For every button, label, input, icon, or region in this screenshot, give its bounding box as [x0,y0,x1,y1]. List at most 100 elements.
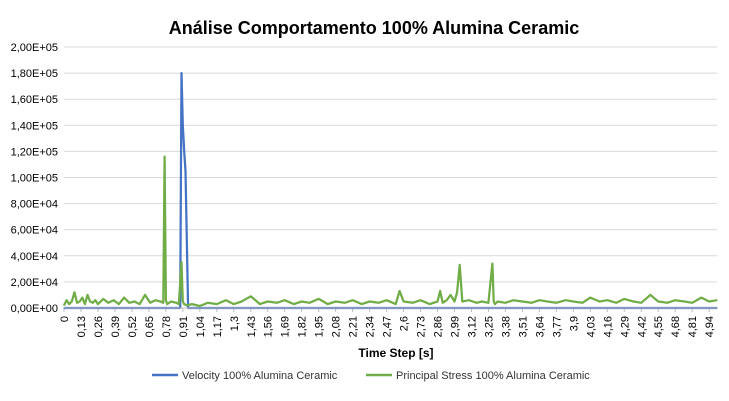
x-tick-label: 4,68 [670,316,682,337]
x-tick-label: 4,29 [619,316,631,337]
data-point [623,298,625,300]
data-point [301,300,303,303]
data-point [649,294,652,296]
data-point [81,297,83,299]
x-tick-label: 4,94 [704,316,716,337]
data-point [530,302,533,304]
data-point [361,303,363,305]
data-point [97,303,99,305]
chart-title: Análise Comportamento 100% Alumina Ceram… [169,18,579,38]
data-point [149,302,151,304]
x-tick-label: 3,64 [534,316,546,337]
data-point [606,299,608,301]
x-tick-label: 3,77 [551,316,563,337]
data-point [63,304,65,306]
data-point [657,300,659,303]
data-point [182,124,184,126]
x-tick-label: 2,6 [399,316,411,331]
data-point [139,303,141,305]
data-point [429,303,431,305]
x-tick-label: 4,81 [687,316,699,337]
data-point [241,300,243,303]
data-point [352,299,354,301]
data-point [521,300,524,303]
data-point [497,300,499,303]
data-point [476,302,478,304]
x-tick-label: 1,3 [229,316,241,331]
y-tick-label: 0,00E+00 [11,303,58,315]
y-tick-label: 8,00E+04 [11,199,58,211]
data-point [250,295,252,297]
data-point [86,294,89,296]
legend: Velocity 100% Alumina Ceramic Principal S… [152,370,590,382]
data-point [481,300,483,303]
y-tick-label: 2,00E+04 [11,277,58,289]
x-tick-label: 0,65 [144,316,156,337]
data-point [327,303,329,305]
data-point [186,304,188,306]
data-point [154,299,156,301]
series-layer [62,71,718,310]
data-point [589,297,591,299]
data-point [369,300,371,303]
data-point [128,302,130,304]
data-point [183,150,185,152]
data-point [133,300,136,303]
x-tick-label: 0,13 [76,316,88,337]
x-tick-label: 0,52 [127,316,139,337]
x-tick-label: 2,86 [433,316,445,337]
x-tick-label: 2,34 [365,316,377,337]
data-point [691,302,693,304]
data-point [179,281,181,283]
data-point [68,303,70,305]
data-point [183,303,185,305]
data-point [494,303,496,305]
data-point [284,299,286,301]
data-point [191,303,193,305]
x-tick-label: 0,91 [178,316,190,337]
data-point [386,299,388,301]
data-point [175,302,177,304]
data-point [450,294,452,296]
data-point [538,299,541,301]
x-tick-label: 1,17 [212,316,224,337]
y-tick-label: 1,60E+05 [11,94,58,106]
data-point [162,302,164,304]
data-point [102,298,104,300]
data-point [225,299,227,301]
data-point [184,170,187,172]
x-tick-label: 1,69 [280,316,292,337]
grid-lines [64,46,717,283]
data-point [216,303,218,305]
data-point [233,303,235,305]
data-point [487,302,489,304]
y-axis-ticks: 0,00E+00 2,00E+04 4,00E+04 6,00E+04 8,00E+04… [11,42,58,315]
data-point [71,300,73,303]
data-point [267,300,269,303]
y-tick-label: 4,00E+04 [11,251,58,263]
data-point [512,299,514,301]
data-point [546,300,548,303]
x-axis-label: Time Step [s] [358,346,433,360]
x-tick-label: 1,04 [195,316,207,337]
x-tick-label: 3,51 [517,316,529,337]
data-point [79,300,81,303]
y-tick-label: 1,20E+05 [11,146,58,158]
data-point [84,303,86,305]
x-tick-label: 2,21 [348,316,360,337]
data-point [180,72,183,74]
data-point [456,291,458,293]
data-point [199,305,201,307]
data-point [493,300,495,303]
x-axis-ticks: 0 0,13 0,26 0,39 0,52 0,65 0,78 0,91 1,04 1,17 1,3… [59,308,716,337]
y-tick-label: 2,00E+05 [11,42,58,54]
data-point [144,294,146,296]
data-point [442,302,444,304]
data-point [674,299,676,301]
data-point [259,303,261,305]
data-point [395,303,397,305]
data-point [564,299,567,301]
x-tick-label: 4,16 [602,316,614,337]
data-point [461,300,463,303]
